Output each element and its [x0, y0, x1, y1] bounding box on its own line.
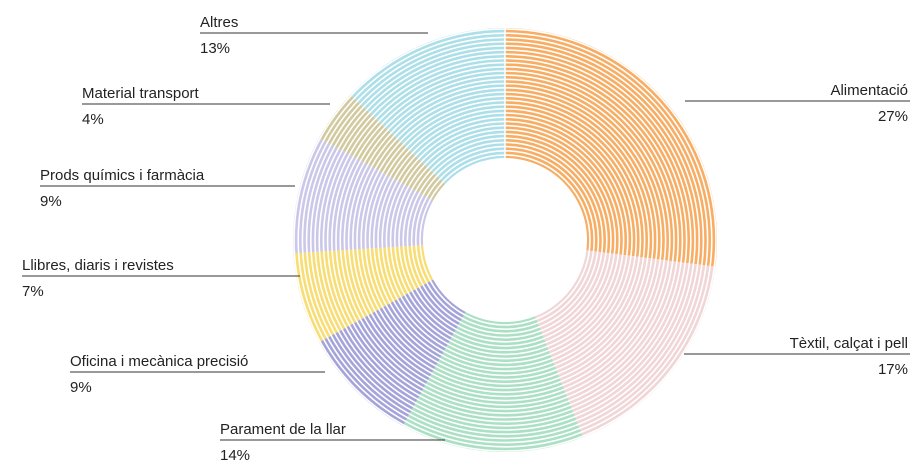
donut-segment	[535, 250, 716, 438]
category-label: Tèxtil, calçat i pell	[790, 335, 908, 352]
value-label: 9%	[70, 379, 92, 396]
value-label: 9%	[40, 193, 62, 210]
category-label: Llibres, diaris i revistes	[22, 257, 174, 274]
category-label: Material transport	[82, 85, 200, 102]
category-label: Alimentació	[830, 82, 908, 99]
value-label: 4%	[82, 111, 104, 128]
value-label: 17%	[878, 361, 908, 378]
value-label: 13%	[200, 40, 230, 57]
value-label: 14%	[220, 447, 250, 464]
category-label: Oficina i mecànica precisió	[70, 353, 248, 370]
category-label: Prods químics i farmàcia	[40, 167, 205, 184]
value-label: 7%	[22, 283, 44, 300]
value-label: 27%	[878, 108, 908, 125]
category-label: Parament de la llar	[220, 421, 346, 438]
category-label: Altres	[200, 14, 238, 31]
